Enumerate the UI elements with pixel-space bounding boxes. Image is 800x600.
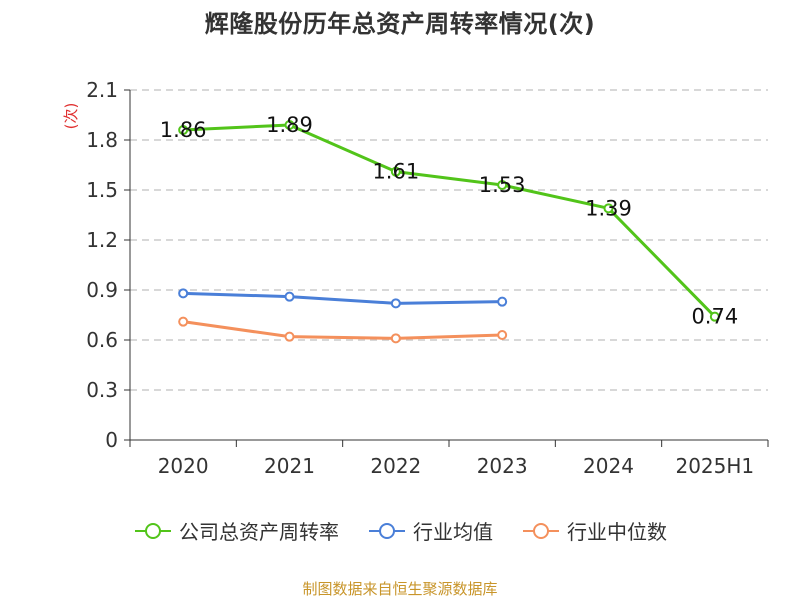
series-line-industry_median: [182, 320, 503, 340]
chart-legend: 公司总资产周转率 行业均值 行业中位数: [0, 516, 800, 545]
data-point-industry_avg: [390, 298, 401, 309]
y-tick-label: 0.6: [86, 328, 118, 352]
data-point-company: [284, 120, 295, 130]
legend-swatch-industry-avg-icon: [369, 522, 405, 539]
data-label: 0.74: [691, 305, 738, 329]
y-tick-label: 0.3: [86, 378, 118, 402]
data-point-company: [709, 311, 720, 322]
data-point-industry_avg: [178, 288, 189, 299]
source-note: 制图数据来自恒生聚源数据库: [302, 580, 498, 598]
data-point-industry_avg: [497, 296, 508, 307]
chart-title: 辉隆股份历年总资产周转率情况(次): [204, 10, 596, 38]
data-point-industry_median: [497, 330, 508, 340]
series-line-industry_avg: [183, 291, 503, 305]
legend-item-industry-median[interactable]: 行业中位数: [521, 516, 667, 545]
series-line-company: [183, 123, 716, 318]
data-point-company: [390, 166, 401, 177]
y-tick-label: 0: [105, 428, 118, 452]
y-tick-label: 1.8: [86, 128, 118, 152]
data-label: 1.86: [160, 118, 207, 142]
y-tick-label: 1.2: [86, 228, 118, 252]
data-point-company: [497, 180, 508, 190]
y-tick-label: 1.5: [86, 178, 118, 202]
x-tick-label: 2023: [477, 454, 528, 478]
data-label: 1.89: [266, 113, 313, 137]
legend-swatch-industry-median-icon: [523, 522, 559, 539]
legend-label-industry-median: 行业中位数: [567, 520, 667, 544]
data-point-industry_median: [178, 316, 189, 327]
data-point-industry_avg: [284, 291, 295, 302]
legend-label-industry-avg: 行业均值: [413, 520, 493, 544]
legend-label-company: 公司总资产周转率: [179, 520, 339, 544]
data-label: 1.61: [372, 160, 419, 184]
legend-item-industry-avg[interactable]: 行业均值: [367, 516, 493, 545]
legend-swatch-company-icon: [135, 522, 171, 539]
x-tick-label: 2022: [370, 454, 421, 478]
x-tick-label: 2025H1: [675, 454, 754, 478]
data-label: 1.39: [585, 196, 632, 220]
x-tick-label: 2024: [583, 454, 634, 478]
data-point-company: [603, 203, 614, 214]
data-point-industry_median: [284, 331, 295, 342]
data-label: 1.53: [479, 173, 526, 197]
data-point-company: [178, 125, 189, 135]
y-tick-label: 0.9: [86, 278, 118, 302]
x-tick-label: 2021: [264, 454, 315, 478]
data-point-industry_median: [390, 333, 401, 344]
x-tick-label: 2020: [158, 454, 209, 478]
legend-item-company[interactable]: 公司总资产周转率: [133, 516, 339, 545]
y-tick-label: 2.1: [86, 78, 118, 102]
